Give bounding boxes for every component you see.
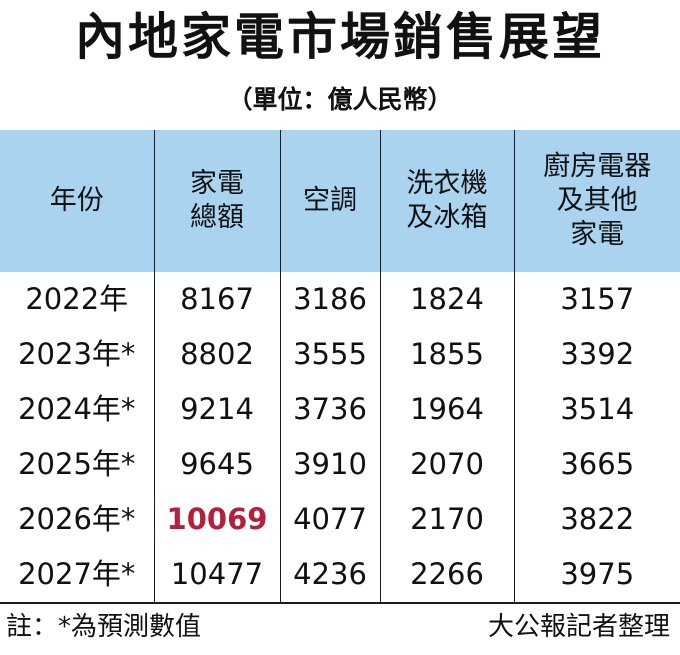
footnote: 註：*為預測數值 bbox=[6, 612, 202, 642]
table-header-row: 年份 家電 總額 空調 洗衣機 及冰箱 廚房電器 及其他 家電 bbox=[0, 130, 680, 272]
header-line: 廚房電器 bbox=[543, 151, 652, 182]
cell-total: 8802 bbox=[153, 327, 280, 382]
header-line: 年份 bbox=[49, 185, 104, 216]
page-title: 內地家電市場銷售展望 bbox=[75, 8, 605, 66]
cell-air-conditioner: 4077 bbox=[279, 492, 380, 547]
header-total: 家電 總額 bbox=[153, 130, 280, 272]
header-line: 洗衣機 bbox=[406, 168, 488, 199]
header-year: 年份 bbox=[0, 130, 154, 272]
cell-washer-fridge: 2170 bbox=[379, 492, 514, 547]
cell-year: 2024年* bbox=[18, 392, 136, 426]
table-row: 2024年* 9214 3736 1964 3514 bbox=[0, 382, 680, 437]
cell-year: 2025年* bbox=[18, 447, 136, 481]
cell-air-conditioner: 3186 bbox=[279, 272, 380, 327]
cell-washer-fridge: 1855 bbox=[379, 327, 514, 382]
cell-kitchen-other: 3665 bbox=[513, 437, 680, 492]
header-washer-fridge: 洗衣機 及冰箱 bbox=[379, 130, 514, 272]
cell-washer-fridge: 1964 bbox=[379, 382, 514, 437]
source-credit: 大公報記者整理 bbox=[487, 612, 670, 642]
header-line: 家電 bbox=[190, 168, 244, 199]
cell-total: 10477 bbox=[153, 547, 280, 604]
cell-total: 9214 bbox=[153, 382, 280, 437]
cell-year: 2023年* bbox=[18, 337, 136, 371]
cell-total-highlight: 10069 bbox=[153, 492, 280, 547]
cell-kitchen-other: 3157 bbox=[513, 272, 680, 327]
cell-washer-fridge: 2266 bbox=[379, 547, 514, 604]
header-line: 及冰箱 bbox=[406, 202, 488, 233]
cell-year: 2027年* bbox=[0, 547, 154, 604]
cell-total: 8167 bbox=[153, 272, 280, 327]
table-row: 2022年 8167 3186 1824 3157 bbox=[0, 272, 680, 327]
table-row: 2026年* 10069 4077 2170 3822 bbox=[0, 492, 680, 547]
cell-air-conditioner: 3736 bbox=[279, 382, 380, 437]
table-row: 2027年* 10477 4236 2266 3975 bbox=[0, 547, 680, 604]
cell-kitchen-other: 3514 bbox=[513, 382, 680, 437]
cell-year: 2026年* bbox=[18, 502, 136, 536]
cell-air-conditioner: 3555 bbox=[279, 327, 380, 382]
table-row: 2023年* 8802 3555 1855 3392 bbox=[0, 327, 680, 382]
table-row: 2025年* 9645 3910 2070 3665 bbox=[0, 437, 680, 492]
header-line: 空調 bbox=[303, 185, 357, 216]
unit-label: （單位：億人民幣） bbox=[227, 85, 453, 114]
cell-kitchen-other: 3975 bbox=[513, 547, 680, 604]
header-air-conditioner: 空調 bbox=[279, 130, 380, 272]
sales-table: 年份 家電 總額 空調 洗衣機 及冰箱 廚房電器 及其他 家電 2022年 81… bbox=[0, 130, 680, 604]
cell-washer-fridge: 2070 bbox=[379, 437, 514, 492]
header-line: 總額 bbox=[190, 202, 244, 233]
cell-kitchen-other: 3392 bbox=[513, 327, 680, 382]
cell-air-conditioner: 3910 bbox=[279, 437, 380, 492]
cell-kitchen-other: 3822 bbox=[513, 492, 680, 547]
cell-year: 2022年 bbox=[25, 282, 129, 316]
cell-washer-fridge: 1824 bbox=[379, 272, 514, 327]
header-line: 家電 bbox=[570, 219, 625, 250]
header-kitchen-other: 廚房電器 及其他 家電 bbox=[513, 130, 680, 272]
cell-air-conditioner: 4236 bbox=[279, 547, 380, 604]
cell-total: 9645 bbox=[153, 437, 280, 492]
header-line: 及其他 bbox=[556, 185, 638, 216]
